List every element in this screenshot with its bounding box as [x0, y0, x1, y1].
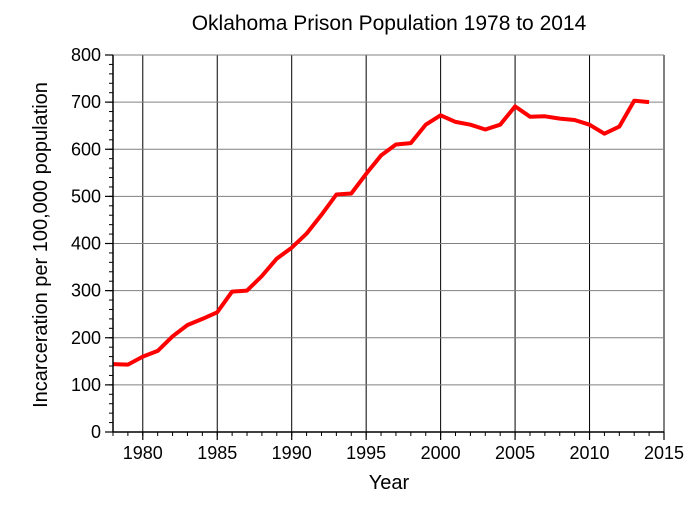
x-tick-label: 1985 — [197, 443, 237, 463]
y-tick-label: 600 — [71, 139, 101, 159]
y-axis-title: Incarceration per 100,000 population — [30, 82, 52, 408]
x-tick-label: 1995 — [346, 443, 386, 463]
x-tick-label: 2015 — [644, 443, 684, 463]
x-tick-label: 1990 — [272, 443, 312, 463]
y-tick-label: 400 — [71, 234, 101, 254]
x-axis-ticks: 1980 1985 1990 1995 2000 2005 2010 2015 — [123, 432, 684, 463]
x-tick-label: 2010 — [570, 443, 610, 463]
y-tick-label: 700 — [71, 92, 101, 112]
x-axis-title: Year — [369, 472, 410, 494]
y-tick-label: 800 — [71, 45, 101, 65]
x-tick-label: 1980 — [123, 443, 163, 463]
y-tick-label: 200 — [71, 328, 101, 348]
x-tick-label: 2005 — [495, 443, 535, 463]
y-tick-label: 100 — [71, 375, 101, 395]
y-tick-label: 300 — [71, 281, 101, 301]
x-tick-label: 2000 — [421, 443, 461, 463]
series-layer — [112, 98, 650, 367]
series-line — [112, 98, 650, 367]
y-tick-label: 0 — [91, 422, 101, 442]
chart-title: Oklahoma Prison Population 1978 to 2014 — [192, 12, 587, 35]
y-axis-ticks: 0 100 200 300 400 500 600 700 800 — [71, 45, 113, 442]
y-tick-label: 500 — [71, 186, 101, 206]
